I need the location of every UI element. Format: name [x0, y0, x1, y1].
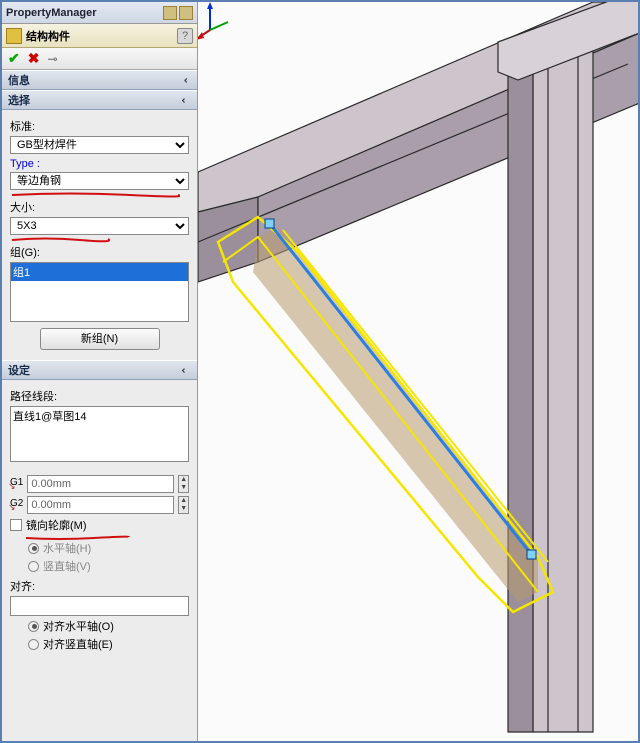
ok-icon[interactable]: ✔: [8, 50, 20, 67]
group-listbox[interactable]: 组1: [10, 262, 189, 322]
align-label: 对齐:: [10, 578, 189, 594]
path-label: 路径线段:: [10, 388, 189, 404]
3d-model-svg: [198, 2, 638, 741]
pin-icon[interactable]: ⊸: [47, 52, 57, 66]
horiz-axis-row: 水平轴(H): [28, 540, 189, 556]
structural-member-icon: [6, 28, 22, 44]
size-underline: [10, 237, 189, 240]
size-label: 大小:: [10, 199, 189, 215]
horiz-axis-label: 水平轴(H): [43, 540, 91, 556]
path-listbox[interactable]: 直线1@草图14: [10, 406, 189, 462]
mirror-checkbox[interactable]: [10, 519, 22, 531]
g2-icon: ↘G2: [10, 497, 23, 513]
section-select-label: 选择: [8, 92, 30, 108]
section-select-body: 标准: GB型材焊件 Type : 等边角钢 大小: 5X3 组(G): 组1 …: [2, 110, 197, 360]
type-label: Type :: [10, 158, 189, 170]
type-underline: [10, 192, 189, 195]
align-vert-row[interactable]: 对齐竖直轴(E): [28, 636, 189, 652]
pm-header: PropertyManager: [2, 2, 197, 24]
type-select[interactable]: 等边角钢: [10, 172, 189, 190]
path-item[interactable]: 直线1@草图14: [11, 407, 188, 425]
3d-viewport[interactable]: [198, 2, 638, 741]
section-info-header[interactable]: 信息 ⌄: [2, 70, 197, 90]
section-settings-label: 设定: [8, 362, 30, 378]
help-icon[interactable]: ?: [177, 28, 193, 44]
size-select[interactable]: 5X3: [10, 217, 189, 235]
g2-spinner[interactable]: ▲▼: [178, 496, 189, 514]
new-group-button[interactable]: 新组(N): [40, 328, 160, 350]
mirror-label: 镜向轮廓(M): [26, 517, 87, 533]
section-info-label: 信息: [8, 72, 30, 88]
chevron-down-icon: ⌄: [181, 76, 192, 84]
horiz-axis-radio: [28, 543, 39, 554]
vert-axis-row: 竖直轴(V): [28, 558, 189, 574]
action-row: ✔ ✖ ⊸: [2, 48, 197, 70]
vert-axis-radio: [28, 561, 39, 572]
g2-row: ↘G2 ▲▼: [10, 496, 189, 514]
align-vert-label: 对齐竖直轴(E): [43, 636, 113, 652]
section-settings-header[interactable]: 设定 ⌃: [2, 360, 197, 380]
g1-spinner[interactable]: ▲▼: [178, 475, 189, 493]
pm-header-icons[interactable]: [163, 6, 193, 20]
chevron-up-icon: ⌃: [181, 366, 192, 374]
section-settings-body: 路径线段: 直线1@草图14 ↘G1 ▲▼ ↘G2 ▲▼ 镜向轮廓(M): [2, 380, 197, 662]
g1-row: ↘G1 ▲▼: [10, 475, 189, 493]
feature-title-row: 结构构件 ?: [2, 24, 197, 48]
align-horiz-row[interactable]: 对齐水平轴(O): [28, 618, 189, 634]
feature-title: 结构构件: [26, 28, 70, 44]
orientation-triad: [198, 2, 238, 42]
cancel-icon[interactable]: ✖: [28, 50, 40, 67]
align-horiz-radio[interactable]: [28, 621, 39, 632]
standard-label: 标准:: [10, 118, 189, 134]
pm-title: PropertyManager: [6, 7, 96, 19]
chevron-up-icon: ⌃: [181, 96, 192, 104]
mirror-underline: [24, 535, 189, 538]
group-item[interactable]: 组1: [11, 263, 188, 281]
align-horiz-label: 对齐水平轴(O): [43, 618, 114, 634]
standard-select[interactable]: GB型材焊件: [10, 136, 189, 154]
property-manager-panel: PropertyManager 结构构件 ? ✔ ✖ ⊸ 信息 ⌄ 选择 ⌃ 标…: [2, 2, 198, 741]
section-select-header[interactable]: 选择 ⌃: [2, 90, 197, 110]
align-listbox[interactable]: [10, 596, 189, 616]
g1-icon: ↘G1: [10, 476, 23, 492]
align-vert-radio[interactable]: [28, 639, 39, 650]
g2-input[interactable]: [27, 496, 174, 514]
group-label: 组(G):: [10, 244, 189, 260]
mirror-row[interactable]: 镜向轮廓(M): [10, 517, 189, 533]
vert-axis-label: 竖直轴(V): [43, 558, 91, 574]
g1-input[interactable]: [27, 475, 174, 493]
